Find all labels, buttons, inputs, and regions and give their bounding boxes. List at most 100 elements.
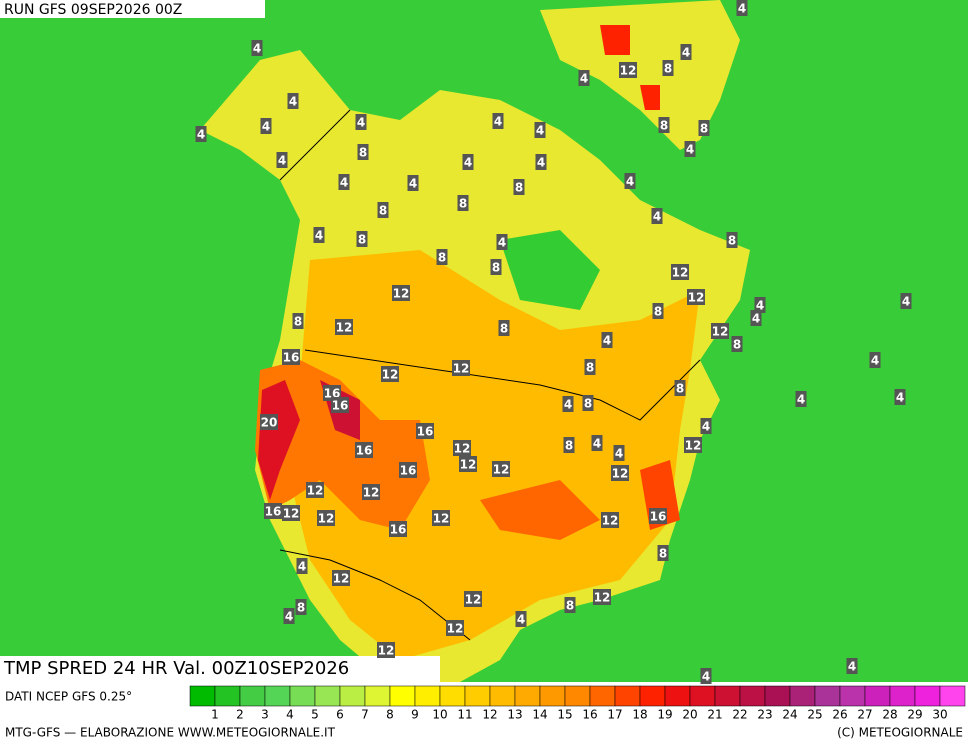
- label-box: [283, 608, 295, 624]
- colorbar-swatch: [339, 685, 366, 707]
- label-box: [662, 60, 674, 76]
- map-label: 16: [332, 399, 349, 413]
- map-label: 8: [676, 382, 684, 396]
- warm-area: [290, 250, 700, 660]
- colorbar-swatch: [789, 685, 816, 707]
- map-label: 8: [297, 601, 305, 615]
- label-box: [407, 175, 419, 191]
- map-label: 4: [752, 312, 760, 326]
- label-box: [195, 126, 207, 142]
- colorbar-swatch: [614, 685, 641, 707]
- map-label: 16: [400, 464, 417, 478]
- label-box: [562, 396, 574, 412]
- map-label: 4: [871, 354, 879, 368]
- label-box: [282, 505, 300, 521]
- label-box: [492, 113, 504, 129]
- map-label: 8: [459, 197, 467, 211]
- colorbar-tick-label: 23: [757, 708, 772, 722]
- label-box: [332, 570, 350, 586]
- map-label: 4: [494, 115, 502, 129]
- label-box: [260, 118, 272, 134]
- map-label: 8: [584, 397, 592, 411]
- map-label: 4: [409, 177, 417, 191]
- label-box: [399, 462, 417, 478]
- map-label: 4: [298, 560, 306, 574]
- footer-left: MTG-GFS — ELABORAZIONE WWW.METEOGIORNALE…: [5, 726, 336, 740]
- colorbar-tick-label: 26: [832, 708, 847, 722]
- label-box: [578, 70, 590, 86]
- label-box: [287, 93, 299, 109]
- map-label: 8: [515, 181, 523, 195]
- map-label: 4: [738, 2, 746, 16]
- label-box: [381, 366, 399, 382]
- map-label: 4: [626, 175, 634, 189]
- label-box: [453, 440, 471, 456]
- label-box: [698, 120, 710, 136]
- hot-area: [480, 480, 600, 540]
- map-label: 4: [580, 72, 588, 86]
- label-box: [680, 44, 692, 60]
- colorbar-tick-label: 18: [632, 708, 647, 722]
- colorbar-swatch: [439, 685, 466, 707]
- map-label: 4: [289, 95, 297, 109]
- map-label: 12: [318, 512, 335, 526]
- colorbar-tick-label: 27: [857, 708, 872, 722]
- map-label: 4: [682, 46, 690, 60]
- map-label: 8: [438, 251, 446, 265]
- colorbar-swatch: [464, 685, 491, 707]
- label-box: [338, 174, 350, 190]
- label-box: [317, 510, 335, 526]
- label-box: [490, 259, 502, 275]
- label-box: [754, 297, 766, 313]
- map-label: 4: [702, 670, 710, 684]
- label-box: [674, 380, 686, 396]
- map-label: 4: [315, 229, 323, 243]
- label-box: [657, 545, 669, 561]
- label-box: [296, 558, 308, 574]
- map-label: 12: [465, 593, 482, 607]
- map-label: 4: [340, 176, 348, 190]
- label-box: [869, 352, 881, 368]
- hudson-bay: [500, 230, 600, 310]
- map-label: 12: [307, 484, 324, 498]
- colorbar-swatch: [689, 685, 716, 707]
- label-box: [459, 456, 477, 472]
- colorbar-swatch: [864, 685, 891, 707]
- map-label: 8: [586, 361, 594, 375]
- colorbar-tick-label: 14: [532, 708, 547, 722]
- map-label: 8: [358, 233, 366, 247]
- colorbar-swatch: [314, 685, 341, 707]
- very-hot-area: [258, 380, 300, 500]
- label-box: [534, 122, 546, 138]
- map-label: 16: [283, 351, 300, 365]
- colorbar-swatch: [214, 685, 241, 707]
- label-box: [335, 319, 353, 335]
- colorbar-tick-label: 6: [336, 708, 344, 722]
- map-label: 12: [283, 507, 300, 521]
- map-label: 12: [672, 266, 689, 280]
- colorbar-tick-label: 7: [361, 708, 369, 722]
- label-box: [711, 323, 729, 339]
- label-box: [276, 152, 288, 168]
- map-label: 4: [702, 420, 710, 434]
- map-label: 4: [653, 210, 661, 224]
- label-box: [651, 208, 663, 224]
- map-label: 8: [660, 119, 668, 133]
- map-label: 4: [285, 610, 293, 624]
- label-box: [355, 442, 373, 458]
- map-label: 4: [253, 42, 261, 56]
- label-box: [649, 508, 667, 524]
- colorbar-swatch: [639, 685, 666, 707]
- map-label: 8: [359, 146, 367, 160]
- map-label: 8: [728, 234, 736, 248]
- map-label: 4: [278, 154, 286, 168]
- label-box: [731, 336, 743, 352]
- map-label: 4: [896, 391, 904, 405]
- greenland: [540, 0, 740, 150]
- map-label: 16: [356, 444, 373, 458]
- label-box: [432, 510, 450, 526]
- label-box: [462, 154, 474, 170]
- colorbar-tick-label: 25: [807, 708, 822, 722]
- colorbar-tick-label: 4: [286, 708, 294, 722]
